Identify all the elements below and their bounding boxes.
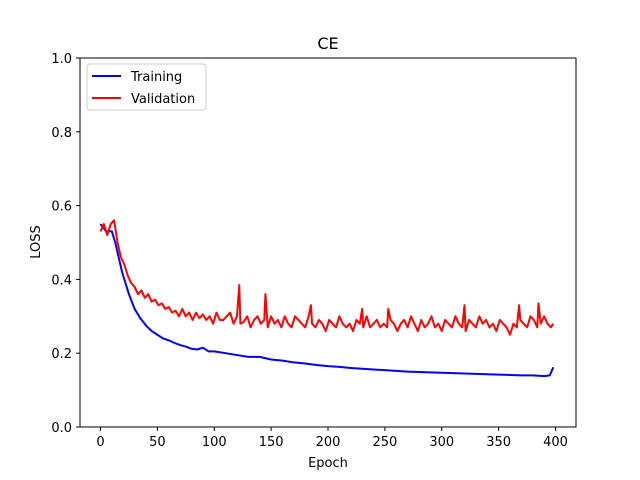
- plot-area: [79, 57, 577, 428]
- y-tick-label: 1.0: [51, 52, 72, 67]
- x-tick-label: 200: [316, 435, 341, 450]
- y-tick-label: 0.4: [51, 273, 72, 288]
- x-tick-label: 0: [96, 435, 104, 450]
- y-axis-label: LOSS: [29, 225, 44, 259]
- legend: Training Validation: [86, 63, 207, 111]
- x-tick-label: 100: [202, 435, 227, 450]
- x-axis-label: Epoch: [308, 456, 348, 471]
- series-layer: [99, 219, 555, 378]
- y-tick-label: 0.8: [51, 126, 72, 141]
- y-tick-label: 0.6: [51, 200, 72, 215]
- legend-label-training: Training: [130, 70, 182, 85]
- x-tick-label: 350: [486, 435, 511, 450]
- x-tick-label: 300: [429, 435, 454, 450]
- x-axis-ticks: 0 50 100 150 200 250 300 350 400: [96, 427, 568, 450]
- y-tick-label: 0.2: [51, 347, 72, 362]
- series-line-training: [99, 223, 555, 378]
- legend-label-validation: Validation: [131, 92, 195, 107]
- x-tick-label: 50: [149, 435, 166, 450]
- series-line-validation: [99, 219, 555, 336]
- y-tick-label: 0.0: [51, 421, 72, 436]
- x-tick-label: 250: [372, 435, 397, 450]
- y-axis-ticks: 0.0 0.2 0.4 0.6 0.8 1.0: [51, 52, 80, 436]
- x-tick-label: 150: [259, 435, 284, 450]
- chart-title: CE: [317, 34, 338, 53]
- plot-background: [80, 58, 576, 427]
- x-tick-label: 400: [543, 435, 568, 450]
